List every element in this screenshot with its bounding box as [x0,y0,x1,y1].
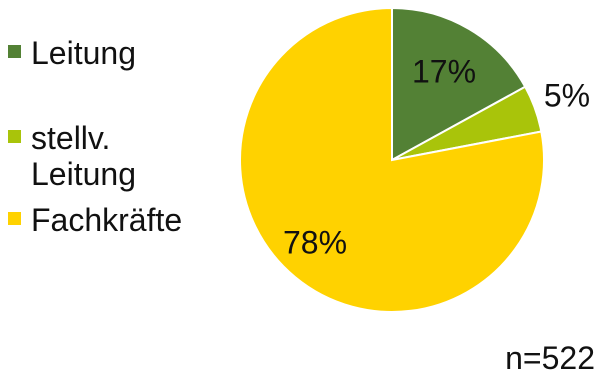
legend-item-fachkraefte: Fachkräfte [8,202,211,238]
legend-label-stellv-leitung: stellv. Leitung [31,120,136,192]
legend-swatch-fachkraefte [8,212,21,225]
slice-label-0: 17% [412,53,476,89]
legend-label-fachkraefte: Fachkräfte [31,202,183,238]
pie-slice-2 [239,6,545,313]
legend-swatch-leitung [8,45,21,58]
legend-item-leitung: Leitung [8,35,211,71]
pie-slice-0 [391,6,527,162]
slice-label-1: 5% [544,77,590,113]
slice-label-2: 78% [283,224,347,260]
legend: Leitung stellv. Leitung Fachkräfte [8,0,223,300]
legend-swatch-stellv-leitung [8,130,21,143]
sample-size-note: n=522 [505,340,595,376]
legend-label-leitung: Leitung [31,35,136,71]
legend-item-stellv-leitung: stellv. Leitung [8,120,211,192]
